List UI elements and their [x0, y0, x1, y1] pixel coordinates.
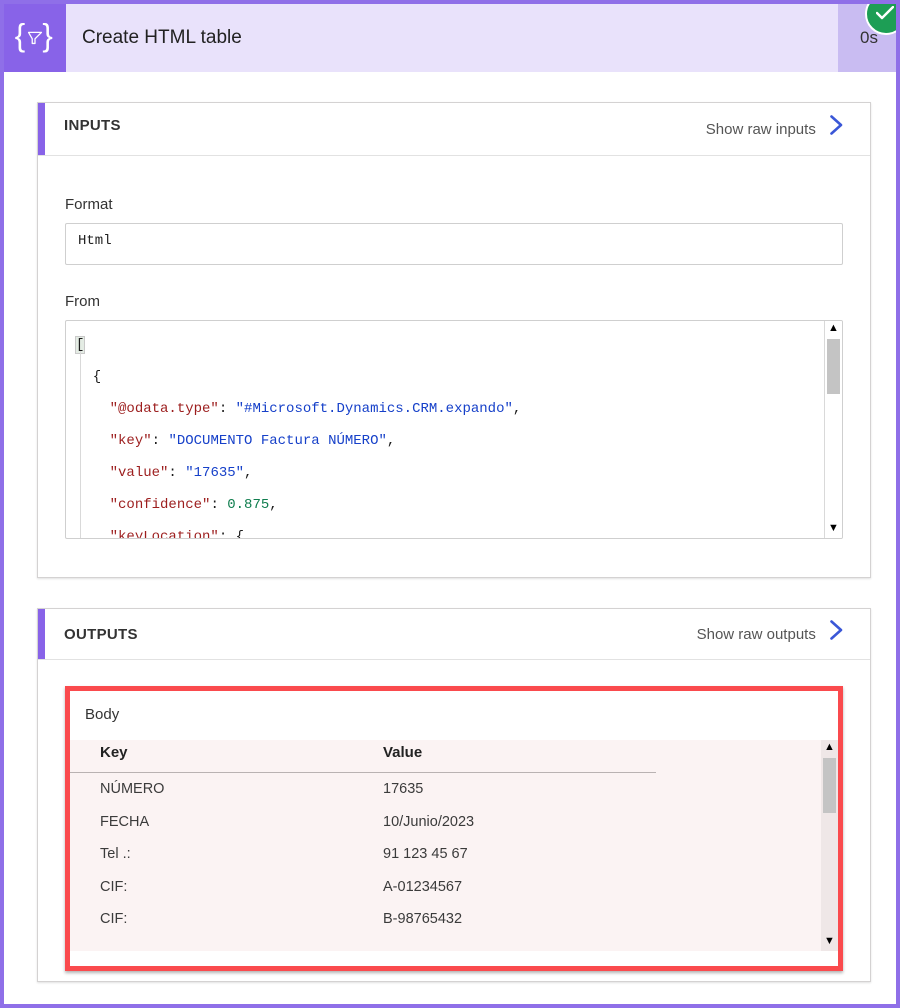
svg-text:{: { [15, 19, 25, 54]
svg-text:}: } [42, 19, 52, 54]
